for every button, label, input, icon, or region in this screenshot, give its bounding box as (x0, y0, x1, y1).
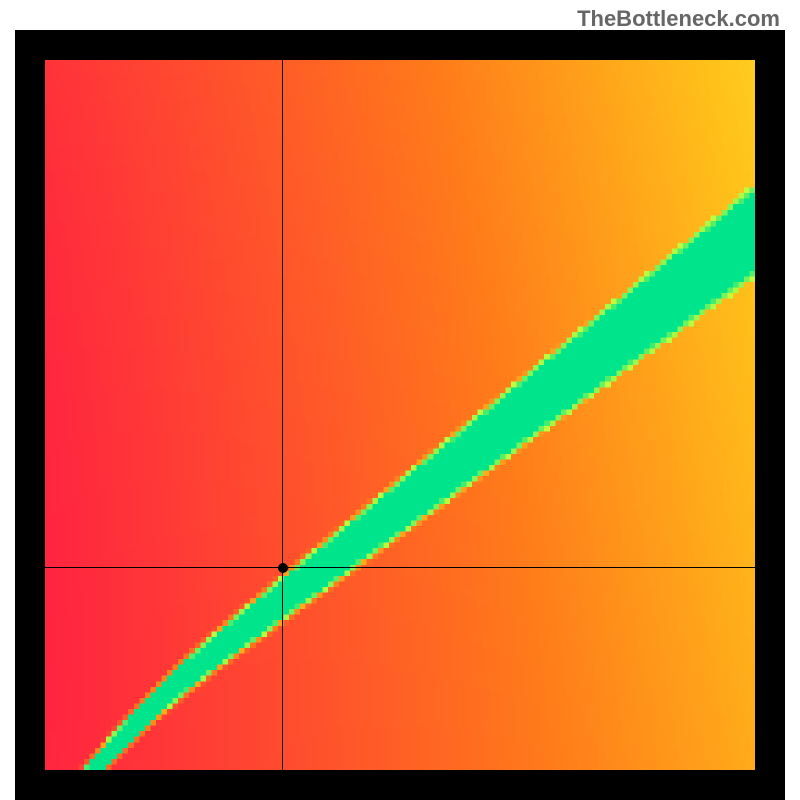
watermark-text: TheBottleneck.com (577, 6, 780, 32)
plot-outer-frame (15, 30, 785, 800)
chart-container: TheBottleneck.com (0, 0, 800, 800)
crosshair-horizontal (45, 567, 755, 568)
crosshair-marker-dot (278, 563, 288, 573)
heatmap-canvas (45, 60, 755, 770)
plot-inner-area (45, 60, 755, 770)
crosshair-vertical (282, 60, 283, 770)
